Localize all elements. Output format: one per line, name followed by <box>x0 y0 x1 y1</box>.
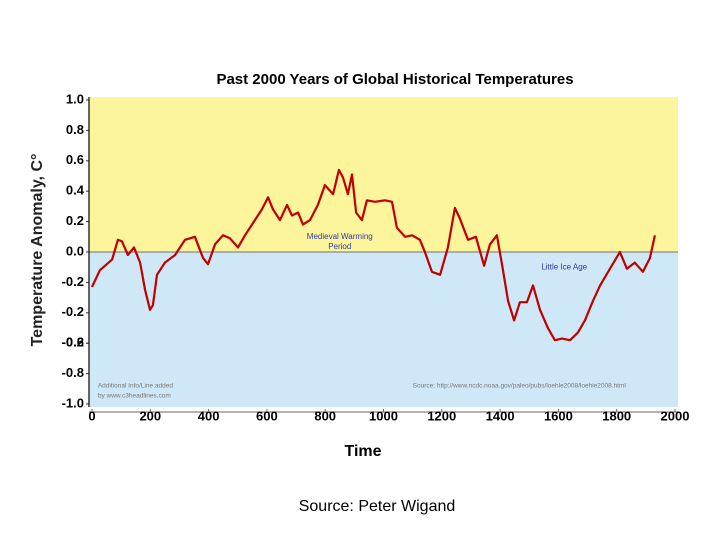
x-tick-label: 400 <box>198 408 220 423</box>
x-axis-title: Time <box>344 443 381 460</box>
y-tick-label: 0.0 <box>66 243 84 258</box>
y-tick-label: -0.6 <box>62 335 84 350</box>
x-tick-label: 1600 <box>544 408 573 423</box>
annotation: Little Ice Age <box>541 262 587 271</box>
annotation: by www.c3headlines.com <box>98 392 171 399</box>
data-line <box>91 168 656 342</box>
upper-region <box>89 97 678 252</box>
x-tick-label: 1400 <box>486 408 515 423</box>
y-tick-label: 1.0 <box>66 91 84 106</box>
y-tick-label: -0.2 <box>62 335 84 350</box>
chart-title: Past 2000 Years of Global Historical Tem… <box>216 71 573 88</box>
y-tick-label: 0.4 <box>66 183 85 198</box>
y-axis-title: Temperature Anomaly, C° <box>29 154 46 347</box>
y-tick-label: 0.8 <box>66 122 84 137</box>
y-tick-label: -0.2 <box>62 304 84 319</box>
x-tick-label: 600 <box>256 408 278 423</box>
y-tick-label: 0.2 <box>66 213 84 228</box>
annotation: Source: http://www.ncdc.noaa.gov/paleo/p… <box>413 382 627 389</box>
x-tick-label: 1800 <box>602 408 631 423</box>
x-tick-label: 2000 <box>661 408 690 423</box>
y-tick-label: -0.8 <box>62 365 84 380</box>
x-tick-label: 800 <box>314 408 336 423</box>
x-tick-label: 1200 <box>427 408 456 423</box>
y-tick-label: -1.0 <box>62 395 84 410</box>
y-tick-label: 0.6 <box>66 152 84 167</box>
annotation: Medieval Warming <box>307 232 373 241</box>
source: Source: Peter Wigand <box>299 498 456 515</box>
annotation: Period <box>328 242 351 251</box>
x-tick-label: 200 <box>139 408 161 423</box>
annotation: Additional Info/Line added <box>98 382 174 389</box>
x-tick-label: 0 <box>88 408 95 423</box>
x-tick-label: 1000 <box>369 408 398 423</box>
y-tick-label: -0.2 <box>62 274 84 289</box>
